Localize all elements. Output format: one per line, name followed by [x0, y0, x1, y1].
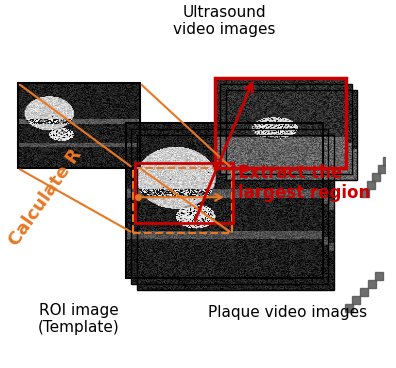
- Bar: [131, 129, 328, 284]
- Bar: [215, 78, 346, 168]
- Text: Ultrasound
video images: Ultrasound video images: [173, 5, 275, 38]
- Bar: [133, 168, 232, 233]
- Text: Calculate R: Calculate R: [6, 146, 86, 250]
- Bar: [135, 163, 234, 223]
- Text: Extract the
largest region: Extract the largest region: [238, 164, 370, 202]
- Bar: [220, 84, 352, 174]
- Bar: [17, 83, 140, 168]
- Bar: [226, 90, 358, 180]
- Bar: [137, 135, 334, 290]
- Bar: [126, 123, 323, 278]
- Text: ROI image
(Template): ROI image (Template): [38, 303, 120, 335]
- Text: Plaque video images: Plaque video images: [208, 305, 367, 320]
